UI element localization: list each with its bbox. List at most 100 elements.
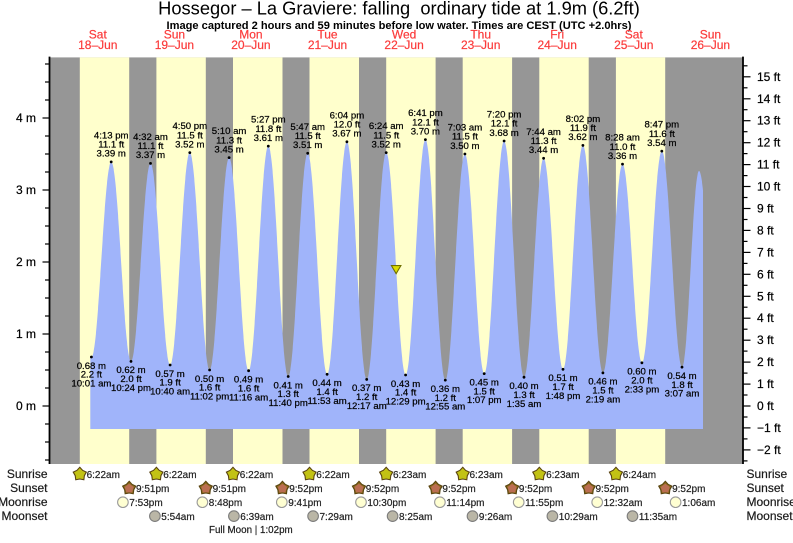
svg-text:9:52pm: 9:52pm	[366, 484, 399, 495]
svg-text:3.70 m: 3.70 m	[411, 126, 440, 137]
svg-text:19–Jun: 19–Jun	[155, 38, 194, 52]
svg-text:3.52 m: 3.52 m	[372, 139, 401, 150]
svg-text:Sunset: Sunset	[747, 481, 785, 495]
svg-text:12:55 am: 12:55 am	[425, 402, 465, 413]
svg-text:1 ft: 1 ft	[757, 377, 774, 391]
svg-text:8:48pm: 8:48pm	[209, 498, 242, 509]
svg-text:24–Jun: 24–Jun	[538, 38, 577, 52]
svg-text:6:23am: 6:23am	[393, 470, 426, 481]
svg-text:9:41pm: 9:41pm	[288, 498, 321, 509]
svg-text:10:30pm: 10:30pm	[367, 498, 406, 509]
svg-text:10 ft: 10 ft	[757, 180, 781, 194]
svg-text:9:52pm: 9:52pm	[519, 484, 552, 495]
svg-text:11:16 am: 11:16 am	[229, 392, 268, 403]
svg-text:9:26am: 9:26am	[479, 512, 512, 523]
svg-text:−2 ft: −2 ft	[757, 443, 781, 457]
svg-text:Moonrise: Moonrise	[0, 495, 48, 509]
svg-text:11:55pm: 11:55pm	[525, 498, 563, 509]
svg-text:6:39am: 6:39am	[240, 512, 273, 523]
svg-text:1 m: 1 m	[16, 327, 36, 341]
svg-text:13 ft: 13 ft	[757, 114, 781, 128]
svg-text:Moonset: Moonset	[1, 509, 48, 523]
svg-text:3.39 m: 3.39 m	[97, 149, 126, 160]
svg-text:Hossegor – La Graviere: fallin: Hossegor – La Graviere: falling ordinary…	[158, 0, 640, 18]
svg-text:2 m: 2 m	[16, 255, 36, 269]
svg-text:9:52pm: 9:52pm	[289, 484, 322, 495]
svg-text:0 m: 0 m	[16, 399, 36, 413]
svg-text:11:14pm: 11:14pm	[446, 498, 484, 509]
svg-text:12 ft: 12 ft	[757, 136, 781, 150]
svg-text:6 ft: 6 ft	[757, 267, 774, 281]
svg-text:2:19 am: 2:19 am	[586, 395, 621, 406]
svg-text:9:52pm: 9:52pm	[596, 484, 629, 495]
svg-text:7:29am: 7:29am	[320, 512, 353, 523]
svg-text:5:54am: 5:54am	[161, 512, 194, 523]
svg-text:9:52pm: 9:52pm	[442, 484, 475, 495]
svg-text:Full Moon | 1:02pm: Full Moon | 1:02pm	[209, 525, 293, 536]
svg-text:11:02 pm: 11:02 pm	[190, 392, 229, 403]
svg-text:9:52pm: 9:52pm	[672, 484, 705, 495]
svg-text:23–Jun: 23–Jun	[461, 38, 500, 52]
svg-text:3 m: 3 m	[16, 183, 36, 197]
svg-text:3.36 m: 3.36 m	[608, 151, 637, 162]
svg-text:6:24am: 6:24am	[623, 470, 656, 481]
svg-text:3.62 m: 3.62 m	[568, 132, 597, 143]
svg-text:−1 ft: −1 ft	[757, 421, 781, 435]
svg-text:1:06am: 1:06am	[682, 498, 715, 509]
svg-text:10:29am: 10:29am	[559, 512, 598, 523]
svg-text:Moonrise: Moonrise	[747, 495, 793, 509]
svg-text:3.37 m: 3.37 m	[136, 150, 165, 161]
svg-text:3.54 m: 3.54 m	[647, 138, 676, 149]
svg-text:2:33 pm: 2:33 pm	[625, 384, 660, 395]
svg-text:21–Jun: 21–Jun	[308, 38, 347, 52]
svg-text:6:22am: 6:22am	[240, 470, 273, 481]
svg-text:7:53pm: 7:53pm	[129, 498, 162, 509]
svg-text:12:29 pm: 12:29 pm	[386, 397, 426, 408]
svg-text:4 ft: 4 ft	[757, 311, 774, 325]
svg-text:3.51 m: 3.51 m	[293, 140, 322, 151]
svg-text:0 ft: 0 ft	[757, 399, 774, 413]
svg-text:22–Jun: 22–Jun	[384, 38, 423, 52]
svg-text:20–Jun: 20–Jun	[231, 38, 270, 52]
svg-text:9:51pm: 9:51pm	[136, 484, 169, 495]
svg-text:Sunrise: Sunrise	[747, 467, 788, 481]
svg-text:6:23am: 6:23am	[546, 470, 579, 481]
svg-text:3.44 m: 3.44 m	[529, 145, 558, 156]
svg-text:1:07 pm: 1:07 pm	[467, 395, 502, 406]
svg-text:11:35am: 11:35am	[639, 512, 677, 523]
svg-text:3.45 m: 3.45 m	[214, 144, 243, 155]
svg-text:12:32am: 12:32am	[604, 498, 643, 509]
svg-text:2 ft: 2 ft	[757, 355, 774, 369]
svg-text:9:51pm: 9:51pm	[213, 484, 246, 495]
svg-text:5 ft: 5 ft	[757, 289, 774, 303]
svg-text:3.67 m: 3.67 m	[332, 129, 361, 140]
svg-text:8 ft: 8 ft	[757, 223, 774, 237]
svg-text:3.61 m: 3.61 m	[254, 133, 283, 144]
svg-text:15 ft: 15 ft	[757, 70, 781, 84]
svg-text:14 ft: 14 ft	[757, 92, 781, 106]
svg-text:3.52 m: 3.52 m	[175, 139, 204, 150]
svg-text:25–Jun: 25–Jun	[614, 38, 653, 52]
svg-text:7 ft: 7 ft	[757, 245, 774, 259]
svg-text:11:53 am: 11:53 am	[307, 396, 346, 407]
svg-text:1:35 am: 1:35 am	[507, 399, 542, 410]
svg-text:6:22am: 6:22am	[316, 470, 349, 481]
svg-text:8:25am: 8:25am	[399, 512, 432, 523]
svg-text:11 ft: 11 ft	[757, 158, 780, 172]
svg-text:10:40 am: 10:40 am	[150, 387, 190, 398]
svg-text:3 ft: 3 ft	[757, 333, 774, 347]
svg-text:4 m: 4 m	[16, 111, 36, 125]
svg-text:12:17 am: 12:17 am	[347, 401, 387, 412]
svg-text:Moonset: Moonset	[747, 509, 793, 523]
svg-text:3.50 m: 3.50 m	[450, 141, 479, 152]
svg-text:Sunset: Sunset	[10, 481, 48, 495]
svg-text:6:22am: 6:22am	[163, 470, 196, 481]
svg-text:26–Jun: 26–Jun	[691, 38, 730, 52]
svg-text:3.68 m: 3.68 m	[489, 128, 518, 139]
svg-text:9 ft: 9 ft	[757, 202, 774, 216]
svg-text:1:48 pm: 1:48 pm	[546, 391, 581, 402]
svg-text:Sunrise: Sunrise	[7, 467, 48, 481]
svg-text:10:24 pm: 10:24 pm	[111, 383, 151, 394]
svg-text:10:01 am: 10:01 am	[71, 379, 111, 390]
svg-text:11:40 pm: 11:40 pm	[269, 398, 308, 409]
